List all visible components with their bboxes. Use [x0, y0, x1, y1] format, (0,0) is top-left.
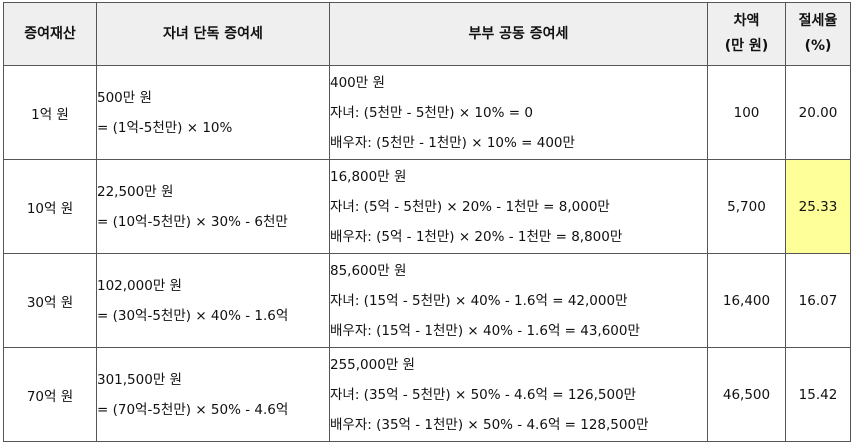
asset-cell: 10억 원	[3, 159, 97, 254]
couple-tax-spouse: 배우자: (5천만 - 1천만) × 10% = 400만	[330, 134, 575, 151]
table-header-row: 증여재산 자녀 단독 증여세 부부 공동 증여세 차액 (만 원) 절세율 (%…	[3, 2, 851, 66]
single-tax-cell: 102,000만 원 = (30억-5천만) × 40% - 1.6억	[96, 253, 330, 348]
header-diff-line2: (만 원)	[724, 38, 769, 54]
header-couple: 부부 공동 증여세	[329, 2, 708, 66]
header-rate-line1: 절세율	[798, 13, 838, 29]
couple-tax-child: 자녀: (5억 - 5천만) × 20% - 1천만 = 8,000만	[330, 198, 610, 215]
couple-tax-child: 자녀: (15억 - 5천만) × 40% - 1.6억 = 42,000만	[330, 292, 628, 309]
rate-cell: 16.07	[785, 253, 851, 348]
single-tax-formula: = (70억-5천만) × 50% - 4.6억	[97, 401, 289, 418]
header-diff: 차액 (만 원)	[707, 2, 786, 66]
diff-cell: 100	[707, 65, 786, 160]
header-single: 자녀 단독 증여세	[96, 2, 330, 66]
single-tax-amount: 102,000만 원	[97, 277, 182, 294]
asset-cell: 30억 원	[3, 253, 97, 348]
asset-cell: 1억 원	[3, 65, 97, 160]
single-tax-formula: = (30억-5천만) × 40% - 1.6억	[97, 307, 289, 324]
table-row: 30억 원 102,000만 원 = (30억-5천만) × 40% - 1.6…	[3, 253, 851, 348]
couple-tax-cell: 16,800만 원 자녀: (5억 - 5천만) × 20% - 1천만 = 8…	[329, 159, 708, 254]
header-rate-line2: (%)	[804, 38, 832, 54]
couple-tax-child: 자녀: (35억 - 5천만) × 50% - 4.6억 = 126,500만	[330, 386, 637, 403]
rate-cell-highlighted: 25.33	[785, 159, 851, 254]
couple-tax-amount: 400만 원	[330, 74, 385, 91]
header-asset: 증여재산	[3, 2, 97, 66]
single-tax-formula: = (10억-5천만) × 30% - 6천만	[97, 213, 288, 230]
gift-tax-table: 증여재산 자녀 단독 증여세 부부 공동 증여세 차액 (만 원) 절세율 (%…	[3, 2, 851, 442]
single-tax-amount: 301,500만 원	[97, 371, 182, 388]
single-tax-amount: 22,500만 원	[97, 183, 174, 200]
rate-cell: 20.00	[785, 65, 851, 160]
table-row: 1억 원 500만 원 = (1억-5천만) × 10% 400만 원 자녀: …	[3, 65, 851, 160]
single-tax-cell: 301,500만 원 = (70억-5천만) × 50% - 4.6억	[96, 347, 330, 442]
single-tax-amount: 500만 원	[97, 89, 152, 106]
diff-cell: 5,700	[707, 159, 786, 254]
single-tax-formula: = (1억-5천만) × 10%	[97, 119, 233, 136]
couple-tax-spouse: 배우자: (5억 - 1천만) × 20% - 1천만 = 8,800만	[330, 228, 623, 245]
couple-tax-spouse: 배우자: (15억 - 1천만) × 40% - 1.6억 = 43,600만	[330, 322, 640, 339]
couple-tax-child: 자녀: (5천만 - 5천만) × 10% = 0	[330, 104, 533, 121]
couple-tax-cell: 400만 원 자녀: (5천만 - 5천만) × 10% = 0 배우자: (5…	[329, 65, 708, 160]
couple-tax-amount: 255,000만 원	[330, 356, 415, 373]
table-row: 10억 원 22,500만 원 = (10억-5천만) × 30% - 6천만 …	[3, 159, 851, 254]
rate-cell: 15.42	[785, 347, 851, 442]
couple-tax-cell: 85,600만 원 자녀: (15억 - 5천만) × 40% - 1.6억 =…	[329, 253, 708, 348]
table-row: 70억 원 301,500만 원 = (70억-5천만) × 50% - 4.6…	[3, 347, 851, 442]
single-tax-cell: 500만 원 = (1억-5천만) × 10%	[96, 65, 330, 160]
couple-tax-spouse: 배우자: (35억 - 1천만) × 50% - 4.6억 = 128,500만	[330, 416, 649, 433]
header-rate: 절세율 (%)	[785, 2, 851, 66]
couple-tax-amount: 85,600만 원	[330, 262, 407, 279]
couple-tax-cell: 255,000만 원 자녀: (35억 - 5천만) × 50% - 4.6억 …	[329, 347, 708, 442]
header-diff-line1: 차액	[733, 13, 760, 29]
single-tax-cell: 22,500만 원 = (10억-5천만) × 30% - 6천만	[96, 159, 330, 254]
diff-cell: 16,400	[707, 253, 786, 348]
diff-cell: 46,500	[707, 347, 786, 442]
couple-tax-amount: 16,800만 원	[330, 168, 407, 185]
asset-cell: 70억 원	[3, 347, 97, 442]
